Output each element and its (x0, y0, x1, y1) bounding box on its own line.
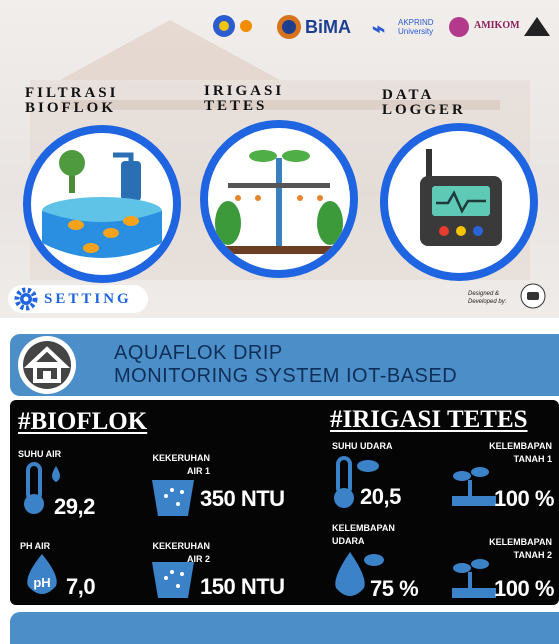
bottom-bar (10, 612, 559, 644)
logo-text: AMIKOM (474, 20, 520, 31)
reading-value: 350 NTU (200, 486, 285, 512)
biofloc-icon (31, 133, 173, 275)
section-title: #BIOFLOK (18, 408, 147, 436)
logo-text: AKPRIND University (398, 18, 440, 36)
credit: Designed & Developed by: (468, 290, 506, 306)
reading-label: KEKERUHAN AIR 1 (130, 452, 210, 478)
reading-label: KELEMBAPAN UDARA (332, 522, 395, 548)
reading-value: 29,2 (54, 494, 95, 520)
app-screen: {"logos": ["BiMA", "AKPRIND University",… (0, 0, 559, 644)
reading-value: 20,5 (360, 484, 401, 510)
menu-label: DATA LOGGER (382, 88, 466, 118)
logo-text: BiMA (305, 17, 351, 38)
home-icon[interactable] (16, 334, 78, 396)
soil-icon (450, 460, 500, 510)
ph-icon: pH (20, 550, 70, 600)
reading-value: 100 % (494, 486, 554, 512)
section-title: #IRIGASI TETES (330, 406, 528, 434)
logo-icon (522, 14, 552, 40)
logo-icon (448, 16, 470, 38)
reading-value: 100 % (494, 576, 554, 602)
data-logger-icon (388, 131, 530, 273)
gear-icon (14, 287, 38, 311)
developer-logo (520, 283, 546, 309)
monitor-panel: #BIOFLOK #IRIGASI TETES SUHU AIR 29,2 PH… (10, 400, 559, 605)
drip-irrigation-icon (208, 128, 350, 270)
soil-icon (450, 552, 500, 602)
reading-value: 150 NTU (200, 574, 285, 600)
setting-label: SETTING (44, 291, 132, 308)
logo-icon (276, 14, 302, 40)
menu-button[interactable] (200, 120, 358, 278)
menu-label: FILTRASI BIOFLOK (25, 86, 118, 116)
menu-label: IRIGASI TETES (204, 84, 284, 114)
turbidity-icon (148, 476, 198, 520)
title-line: AQUAFLOK DRIP (114, 342, 457, 365)
menu-button[interactable] (380, 123, 538, 281)
title-line: MONITORING SYSTEM IOT-BASED (114, 365, 457, 388)
logo-mark: ⌁ (372, 16, 385, 42)
menu-area: BiMA ⌁ AKPRIND University AMIKOM FILTRAS… (0, 0, 559, 318)
turbidity-icon (148, 558, 198, 602)
reading-value: 75 % (370, 576, 418, 602)
header-title: AQUAFLOK DRIP MONITORING SYSTEM IOT-BASE… (114, 342, 457, 388)
menu-button[interactable] (23, 125, 181, 283)
reading-value: 7,0 (66, 574, 95, 600)
logo-icon (212, 12, 252, 42)
header-bar: AQUAFLOK DRIP MONITORING SYSTEM IOT-BASE… (10, 334, 559, 396)
ph-icon-text: pH (33, 575, 50, 590)
setting-button[interactable]: SETTING (8, 285, 148, 313)
